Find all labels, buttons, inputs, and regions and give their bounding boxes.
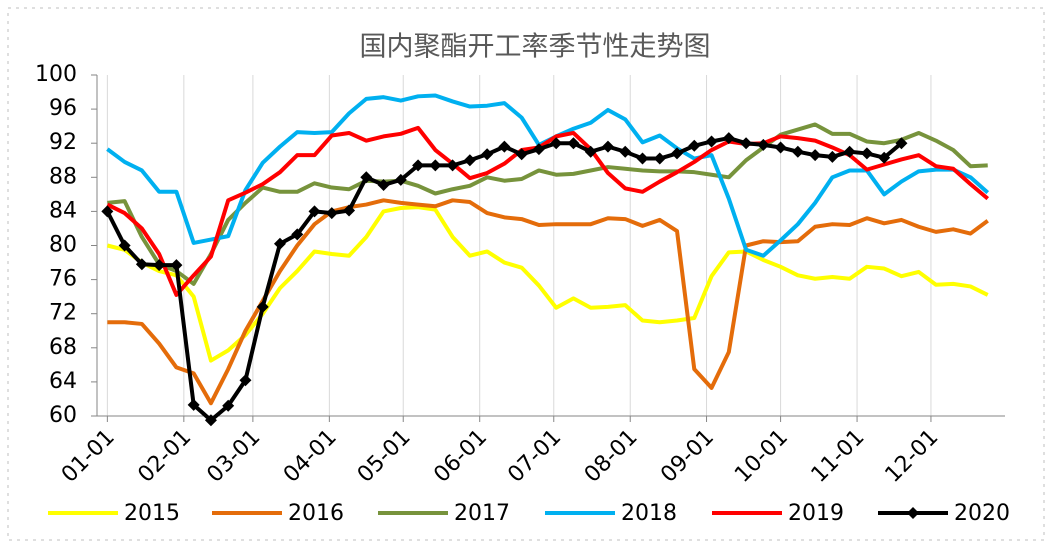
y-tick-label: 68 xyxy=(49,335,77,360)
y-tick-label: 84 xyxy=(49,198,77,223)
y-tick-label: 96 xyxy=(49,96,77,121)
legend-label: 2018 xyxy=(621,501,677,526)
series-marker xyxy=(567,137,580,150)
series-marker xyxy=(515,148,528,161)
y-tick-label: 100 xyxy=(35,62,77,87)
series-marker xyxy=(446,159,459,172)
series-line xyxy=(106,125,990,297)
series-marker xyxy=(671,147,684,160)
series-marker xyxy=(826,150,839,163)
series-marker xyxy=(101,205,114,218)
y-tick-label: 88 xyxy=(49,164,77,189)
series-marker xyxy=(118,239,131,252)
series-marker xyxy=(791,145,804,158)
series-marker xyxy=(878,151,891,164)
series-marker xyxy=(740,137,753,150)
y-tick-label: 64 xyxy=(49,369,77,394)
series-marker xyxy=(843,145,856,158)
series-marker xyxy=(498,140,511,153)
legend-label: 2016 xyxy=(288,501,344,526)
series-marker xyxy=(895,137,908,150)
series-marker xyxy=(550,137,563,150)
series-marker xyxy=(809,149,822,162)
series-marker xyxy=(187,398,200,411)
series-marker xyxy=(481,148,494,161)
legend-label: 2015 xyxy=(124,501,180,526)
y-tick-label: 60 xyxy=(49,403,77,428)
series-marker xyxy=(774,141,787,154)
series-marker xyxy=(532,143,545,156)
legend-label: 2019 xyxy=(788,501,844,526)
legend-marker xyxy=(907,507,919,519)
series-marker xyxy=(463,154,476,167)
y-tick-label: 92 xyxy=(49,130,77,155)
series-marker xyxy=(325,207,338,220)
y-tick-label: 76 xyxy=(49,267,77,292)
y-tick-label: 80 xyxy=(49,233,77,258)
series-marker xyxy=(394,173,407,186)
series-marker xyxy=(601,140,614,153)
series-marker xyxy=(688,139,701,152)
series-line xyxy=(107,198,989,406)
legend-label: 2020 xyxy=(954,501,1010,526)
series-marker xyxy=(291,228,304,241)
y-tick-label: 72 xyxy=(49,301,77,326)
series-marker xyxy=(757,138,770,151)
series-marker xyxy=(273,237,286,250)
series-marker xyxy=(170,259,183,272)
legend-label: 2017 xyxy=(454,501,510,526)
series-marker xyxy=(429,159,442,172)
series-marker xyxy=(135,258,148,271)
series-marker xyxy=(705,135,718,148)
series-marker xyxy=(256,300,269,313)
series-marker xyxy=(153,259,166,272)
chart-title: 国内聚酯开工率季节性走势图 xyxy=(360,32,711,63)
series-line xyxy=(107,122,988,286)
series-marker xyxy=(360,171,373,184)
series-marker xyxy=(239,374,252,387)
series-marker xyxy=(377,178,390,191)
series-marker xyxy=(653,152,666,165)
series-marker xyxy=(619,145,632,158)
series-marker xyxy=(636,152,649,165)
series-marker xyxy=(222,399,235,412)
series-marker xyxy=(584,145,597,158)
series-marker xyxy=(308,205,321,218)
series-marker xyxy=(860,147,873,160)
series-marker xyxy=(412,159,425,172)
series-marker xyxy=(204,414,217,427)
series-marker xyxy=(722,132,735,145)
series-marker xyxy=(343,204,356,217)
series-line xyxy=(106,205,989,363)
